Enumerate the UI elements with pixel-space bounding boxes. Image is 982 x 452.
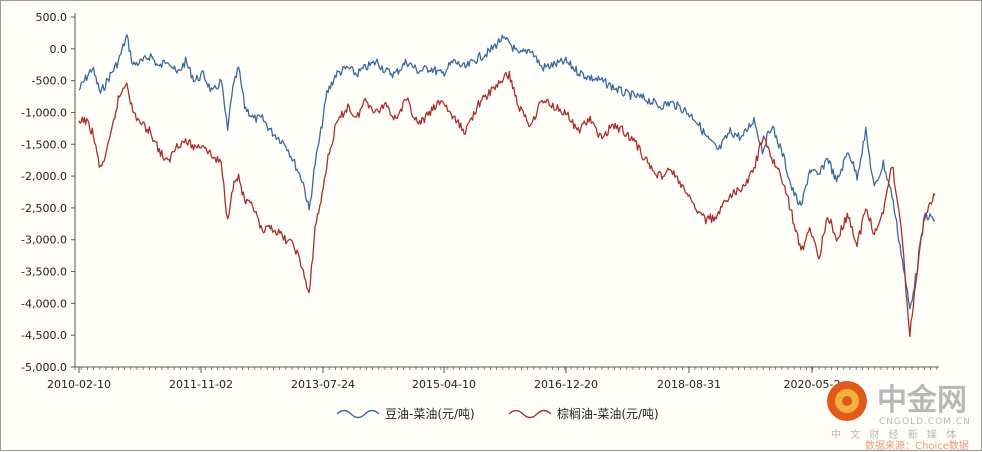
y-axis: 500.0 0.0 -500.0 -1,000.0 -1,500.0 -2,000.0 -2… xyxy=(21,11,76,374)
y-tick-label: -4,000.0 xyxy=(21,297,67,310)
watermark-domain: CNGOLD.COM.CN xyxy=(879,417,971,427)
legend-label-2: 棕榈油-菜油(元/吨) xyxy=(557,406,659,421)
watermark-brand: 中金网 xyxy=(877,383,967,418)
y-tick-label: -3,000.0 xyxy=(21,234,67,247)
series-line-2 xyxy=(78,70,936,338)
watermark-source: 数据来源：Choice数据 xyxy=(865,439,969,452)
watermark-tagline: 中 文 财 经 新 媒 体 xyxy=(831,428,959,441)
x-tick-label: 2013-07-24 xyxy=(291,378,355,391)
y-tick-label: -3,500.0 xyxy=(21,266,67,279)
series-line-1 xyxy=(78,34,936,310)
plot-area xyxy=(74,5,942,369)
y-tick-label: -2,000.0 xyxy=(21,170,67,183)
y-tick-label: -500.0 xyxy=(32,75,67,88)
series-layer xyxy=(78,34,936,338)
y-tick-label: -1,000.0 xyxy=(21,106,67,119)
x-axis: 2010-02-10 2011-11-02 2013-07-24 2015-04-10… xyxy=(47,366,939,391)
y-tick-label: 0.0 xyxy=(50,43,68,56)
y-tick-label: -5,000.0 xyxy=(21,361,67,374)
x-tick-label: 2011-11-02 xyxy=(169,378,233,391)
legend-swatch-1 xyxy=(336,409,380,419)
cngold-logo xyxy=(827,381,867,421)
x-tick-label: 2015-04-10 xyxy=(412,378,476,391)
x-tick-label: 2016-12-20 xyxy=(534,378,598,391)
x-tick-label: 2010-02-10 xyxy=(47,378,111,391)
watermark: 中金网 CNGOLD.COM.CN 中 文 财 经 新 媒 体 数据来源：Cho… xyxy=(827,381,971,452)
y-tick-label: -2,500.0 xyxy=(21,202,67,215)
y-tick-label: 500.0 xyxy=(36,11,68,24)
legend-swatch-2 xyxy=(508,409,552,419)
legend-label-1: 豆油-菜油(元/吨) xyxy=(385,407,475,421)
x-tick-label: 2018-08-31 xyxy=(657,378,721,391)
x-tick-label: 2020-05-2 xyxy=(784,378,841,391)
y-tick-label: -4,500.0 xyxy=(21,329,67,342)
y-tick-label: -1,500.0 xyxy=(21,138,67,151)
legend: 豆油-菜油(元/吨) 棕榈油-菜油(元/吨) xyxy=(336,406,659,421)
